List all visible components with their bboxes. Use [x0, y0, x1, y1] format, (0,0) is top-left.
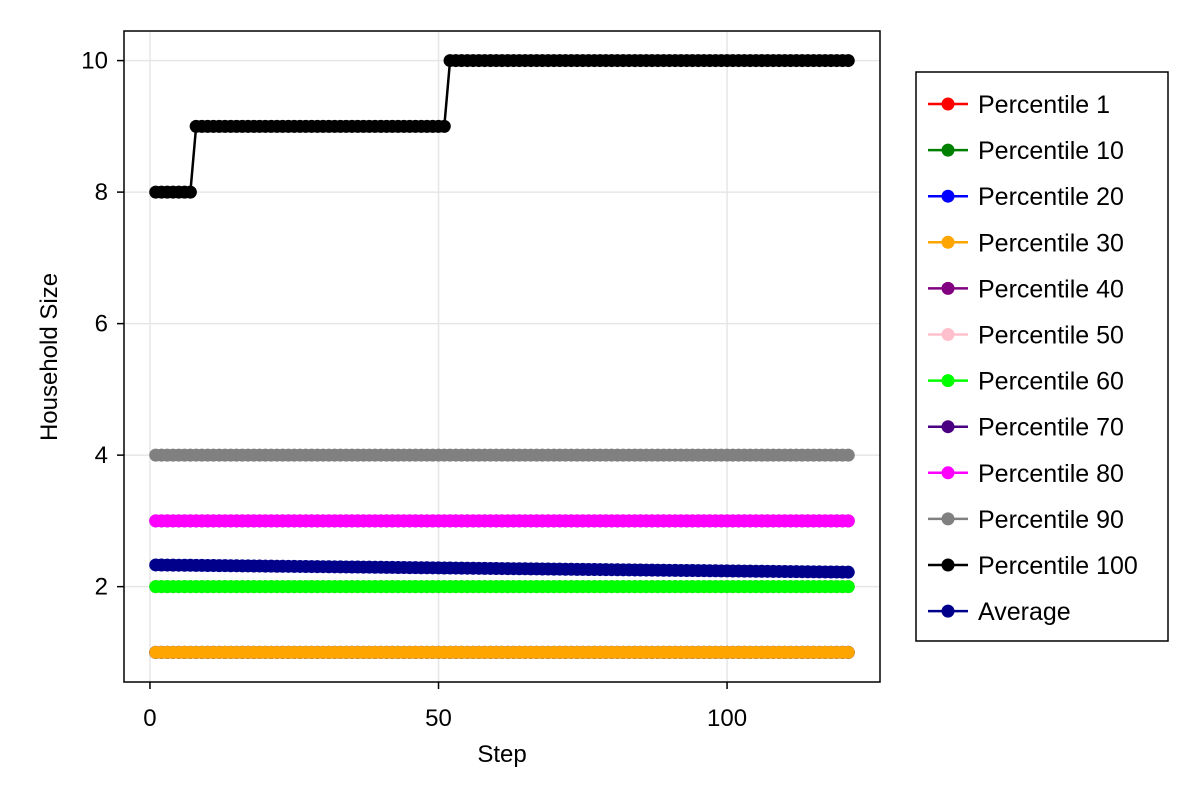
y-tick-label: 8 — [95, 179, 108, 206]
legend-item: Percentile 100 — [928, 552, 1138, 580]
plot-frame — [123, 30, 881, 683]
plot-area — [149, 54, 855, 659]
legend-label: Percentile 70 — [978, 414, 1124, 442]
y-tick-label: 4 — [95, 442, 108, 469]
y-tick-label: 2 — [95, 574, 108, 601]
legend-swatch-marker — [941, 143, 955, 157]
legend-item: Percentile 10 — [928, 137, 1124, 165]
data-point — [841, 565, 855, 579]
legend-label: Percentile 30 — [978, 229, 1124, 257]
axis-ticks: 0 50 100 2 4 6 8 10 — [81, 48, 747, 732]
legend-item: Percentile 40 — [928, 275, 1124, 303]
legend-item: Percentile 60 — [928, 368, 1124, 396]
series-percentile-30 — [149, 645, 855, 659]
data-point — [841, 514, 855, 528]
series-percentile-100 — [149, 54, 855, 199]
x-axis-title: Step — [477, 741, 526, 768]
legend-item: Percentile 90 — [928, 506, 1124, 534]
legend-swatch-marker — [941, 97, 955, 111]
legend-swatch-marker — [941, 189, 955, 203]
legend-item: Percentile 30 — [928, 229, 1124, 257]
legend-frame — [915, 71, 1169, 642]
data-point — [437, 119, 451, 133]
legend-label: Percentile 80 — [978, 460, 1124, 488]
data-point — [841, 54, 855, 68]
legend-item: Percentile 1 — [928, 91, 1110, 119]
legend-swatch-marker — [941, 374, 955, 388]
legend-label: Percentile 100 — [978, 552, 1138, 580]
data-point — [841, 580, 855, 594]
x-tick-label: 100 — [707, 705, 747, 732]
legend-swatch-marker — [941, 558, 955, 572]
series-percentile-60 — [149, 580, 855, 594]
data-point — [841, 448, 855, 462]
data-point — [841, 645, 855, 659]
x-tick-label: 0 — [143, 705, 156, 732]
legend-label: Percentile 40 — [978, 275, 1124, 303]
x-tick-label: 50 — [425, 705, 452, 732]
legend-label: Percentile 90 — [978, 506, 1124, 534]
legend: Percentile 1 Percentile 10 Percentile 20 Pe… — [915, 71, 1169, 642]
legend-label: Percentile 20 — [978, 183, 1124, 211]
legend-item: Percentile 80 — [928, 460, 1124, 488]
legend-swatch-marker — [941, 420, 955, 434]
y-axis-title: Household Size — [36, 273, 63, 441]
legend-swatch-marker — [941, 281, 955, 295]
series-percentile-90 — [149, 448, 855, 462]
legend-item: Percentile 20 — [928, 183, 1124, 211]
legend-label: Percentile 1 — [978, 91, 1110, 119]
y-tick-label: 6 — [95, 311, 108, 338]
series-average — [149, 558, 855, 579]
legend-swatch-marker — [941, 328, 955, 341]
legend-swatch-marker — [941, 604, 955, 618]
legend-label: Average — [978, 598, 1071, 626]
legend-item: Percentile 50 — [928, 322, 1124, 350]
legend-swatch-marker — [941, 466, 955, 480]
legend-label: Percentile 60 — [978, 368, 1124, 396]
legend-label: Percentile 10 — [978, 137, 1124, 165]
legend-item: Percentile 70 — [928, 414, 1124, 442]
legend-label: Percentile 50 — [978, 322, 1124, 350]
legend-item: Average — [928, 598, 1071, 626]
legend-swatch-marker — [941, 512, 955, 526]
data-point — [183, 185, 197, 199]
legend-swatch-marker — [941, 235, 955, 249]
series-percentile-80 — [149, 514, 855, 528]
y-tick-label: 10 — [81, 48, 108, 75]
